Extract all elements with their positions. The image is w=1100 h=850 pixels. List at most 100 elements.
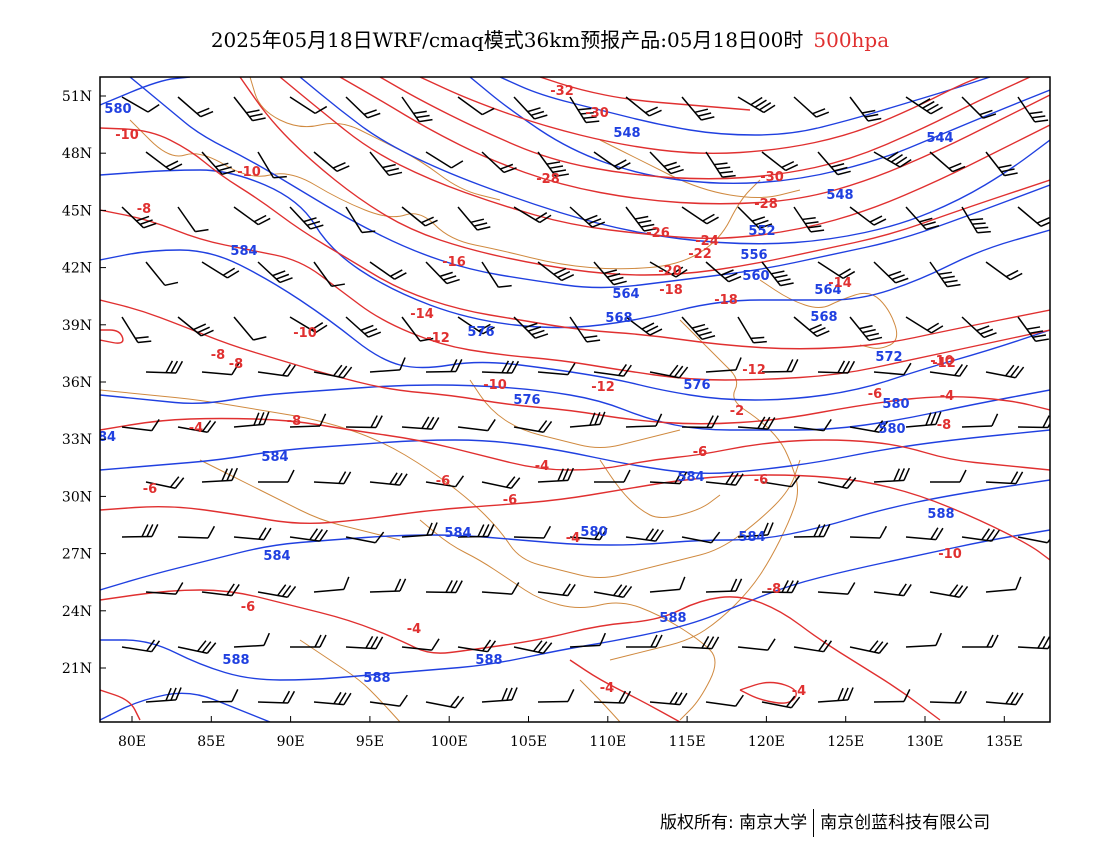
wind-barb	[425, 151, 464, 169]
lat-tick-label: 21N	[62, 661, 92, 677]
temperature-contour-label: -6	[241, 600, 255, 615]
height-contour-label: 588	[475, 653, 502, 668]
wind-barb	[1017, 415, 1050, 429]
wind-barb	[681, 206, 719, 225]
wind-barb	[233, 316, 267, 341]
temperature-contour-label: -30	[585, 106, 609, 121]
wind-barb	[626, 634, 663, 648]
lon-tick-label: 125E	[827, 734, 864, 750]
temperature-contour-line	[339, 77, 1050, 205]
wind-barb	[177, 525, 216, 539]
wind-barb	[513, 525, 552, 539]
wind-barb	[537, 689, 575, 703]
boundary-line	[129, 119, 761, 270]
temperature-contour-label: -6	[503, 493, 517, 508]
temperature-contour-label: -6	[693, 445, 707, 460]
temperature-contour-label: -6	[693, 445, 707, 460]
height-contour-label: 576	[467, 325, 494, 340]
temperature-contour-label: -8	[937, 418, 951, 433]
wind-barb	[705, 472, 744, 486]
lon-tick-label: 90E	[277, 734, 305, 750]
wind-barb	[849, 96, 882, 122]
temperature-contour-label: -4	[940, 389, 954, 404]
temperature-contour-line	[539, 77, 751, 111]
wind-barb	[817, 582, 856, 595]
wind-barb	[258, 469, 295, 483]
temperature-contour-label: -10	[483, 378, 507, 393]
wind-barb	[793, 206, 825, 233]
wind-barb	[929, 261, 961, 288]
wind-barb	[121, 639, 161, 653]
wind-barb	[793, 96, 830, 118]
wind-barb	[537, 362, 576, 376]
height-contour-line	[100, 249, 1050, 401]
temperature-contour-label: -22	[688, 247, 712, 262]
wind-barb	[1017, 206, 1050, 227]
wind-barb	[290, 634, 327, 648]
wind-barb	[569, 527, 608, 541]
temperature-contour-line	[379, 77, 1031, 180]
wind-barb	[705, 357, 742, 373]
temperature-contour-label: -4	[792, 684, 806, 699]
wind-barb	[873, 583, 912, 597]
wind-barb	[457, 206, 491, 231]
wind-barb	[1017, 531, 1050, 544]
temperature-contour-label: -8	[137, 202, 151, 217]
wind-barb	[121, 96, 160, 113]
wind-barb	[481, 476, 521, 489]
wind-barb	[817, 476, 857, 489]
wind-barb	[905, 316, 944, 334]
wind-barb	[177, 96, 214, 118]
height-contour-line	[100, 429, 1050, 475]
temperature-contour-line	[100, 474, 1050, 561]
wind-barb	[457, 639, 497, 653]
lat-tick-label: 24N	[62, 604, 92, 620]
boundary-line	[759, 279, 898, 349]
wind-barb	[201, 261, 240, 279]
wind-barb	[761, 359, 799, 373]
wind-barb	[257, 584, 297, 598]
temperature-contour-label: -16	[442, 255, 466, 270]
height-contour-label: 584	[261, 450, 288, 465]
lat-tick-label: 51N	[62, 89, 92, 105]
wind-barb	[761, 580, 799, 594]
temperature-contour-label: -14	[410, 307, 434, 322]
wind-barb	[537, 151, 569, 178]
wind-barb	[481, 582, 520, 595]
wind-barb	[985, 471, 1024, 485]
wind-barb	[177, 316, 214, 337]
wind-barb	[985, 261, 1023, 281]
wind-barb	[930, 469, 967, 483]
boundary-line	[419, 519, 716, 721]
map-frame	[99, 76, 1051, 723]
wind-barb	[962, 634, 999, 648]
wind-barb	[457, 419, 496, 432]
height-contour-label: 572	[875, 350, 902, 365]
temperature-contour-label: -12	[932, 356, 956, 371]
height-contour-label: 588	[927, 507, 954, 522]
wind-barb	[121, 206, 157, 229]
temperature-contour-label: -30	[760, 170, 784, 185]
temperature-contour-label: -28	[536, 172, 560, 187]
boundary-line	[599, 139, 801, 198]
wind-barb	[313, 151, 350, 172]
wind-barb	[481, 151, 517, 174]
wind-barb	[761, 261, 794, 287]
temperature-contour-label: -20	[658, 264, 682, 279]
boundary-line	[299, 639, 401, 722]
height-contour-label: 556	[740, 248, 767, 263]
temperature-contour-label: -4	[407, 622, 421, 637]
height-contour-line	[100, 692, 271, 722]
height-contour-label: 576	[513, 393, 540, 408]
wind-barb	[145, 261, 179, 287]
wind-barb	[737, 638, 776, 651]
height-contour-label: 588	[659, 611, 686, 626]
wind-barb	[569, 206, 606, 228]
wind-barb	[569, 632, 607, 648]
temperature-contour-label: -8	[287, 414, 301, 429]
height-contours	[100, 77, 1050, 722]
height-contour-label: 568	[810, 310, 837, 325]
wind-barb	[817, 360, 856, 374]
temperature-contour-label: -18	[659, 283, 683, 298]
wind-barb	[985, 151, 1018, 177]
